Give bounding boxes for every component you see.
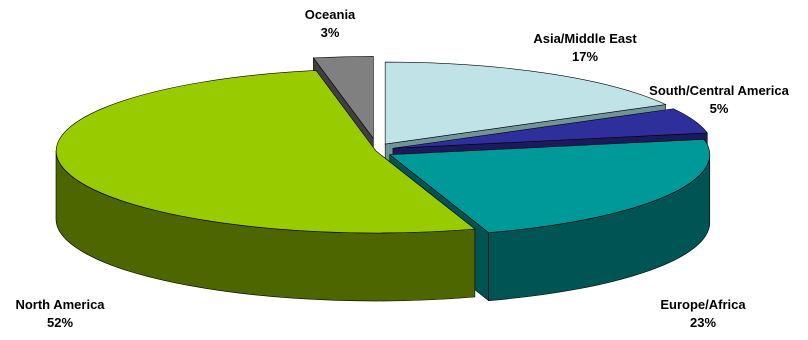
label-asia-middle-east: Asia/Middle East 17% (510, 30, 660, 66)
label-europe-africa-name: Europe/Africa (660, 297, 746, 312)
label-oceania: Oceania 3% (280, 6, 380, 42)
label-south-central-america-value: 5% (709, 101, 729, 116)
label-asia-middle-east-value: 17% (571, 49, 599, 64)
label-europe-africa-value: 23% (689, 315, 717, 330)
label-north-america-value: 52% (46, 315, 74, 330)
pie-slice-top (55, 70, 476, 234)
label-asia-middle-east-name: Asia/Middle East (533, 31, 637, 46)
label-south-central-america-name: South/Central America (649, 83, 789, 98)
pie-slice-north-america (55, 70, 476, 302)
pie-slice-top (312, 56, 374, 140)
pie-slice-top (392, 108, 708, 149)
pie-slice-top (388, 138, 711, 233)
label-oceania-name: Oceania (304, 7, 356, 22)
label-south-central-america: South/Central America 5% (630, 82, 808, 118)
label-north-america: North America 52% (0, 296, 120, 332)
label-europe-africa: Europe/Africa 23% (628, 296, 778, 332)
label-oceania-value: 3% (320, 25, 340, 40)
pie-slice-top (384, 61, 667, 145)
label-north-america-name: North America (15, 297, 105, 312)
